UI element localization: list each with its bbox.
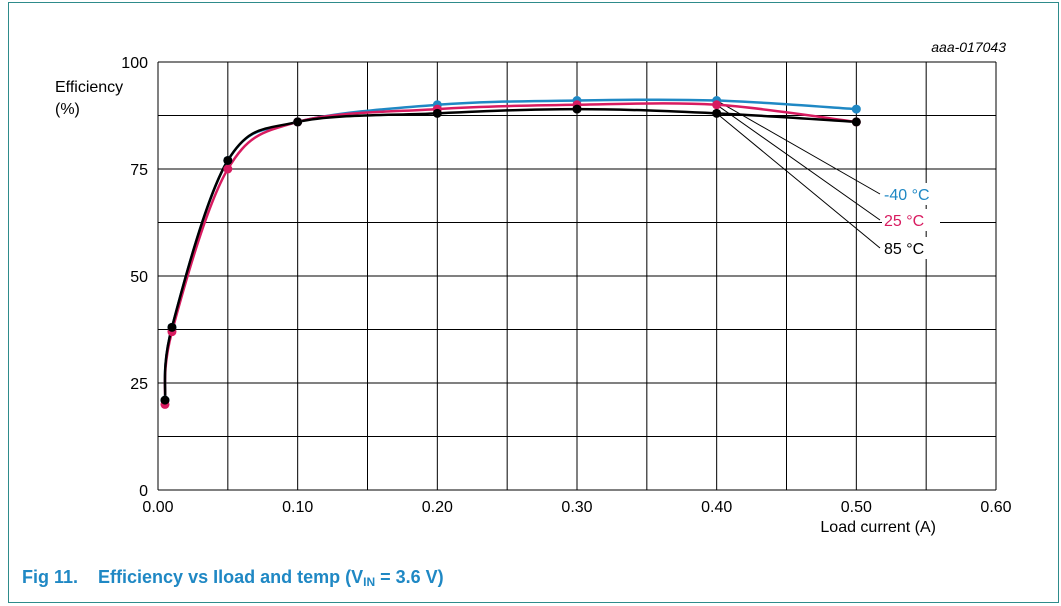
efficiency-chart: 0.00 0.10 0.20 0.30 0.40 0.50 0.60 0255075100 … [55,39,1012,536]
doc-id: aaa-017043 [931,39,1006,55]
x-tick-label: 0.00 [142,499,173,516]
y-axis-label-line1: Efficiency [55,79,123,96]
data-point-85-c [167,322,177,332]
y-tick-label: 0 [139,483,148,500]
x-tick-label: 0.20 [422,499,453,516]
series-points [160,96,861,409]
x-tick-labels: 0.00 0.10 0.20 0.30 0.40 0.50 0.60 [142,499,1011,516]
x-tick-label: 0.60 [980,499,1011,516]
y-tick-label: 25 [130,376,148,393]
x-tick-label: 0.50 [841,499,872,516]
data-point-85-c [223,155,233,165]
x-tick-label: 0.10 [282,499,313,516]
y-tick-label: 50 [130,269,148,286]
legend-label-background [882,183,940,205]
data-point-40-c [851,104,861,114]
legend-leader-lines [716,100,881,249]
data-point-25-c [712,100,722,110]
legend-label-85-c: 85 °C [884,241,924,258]
series-line-85-c [163,107,857,401]
series-line-25-c [163,102,857,405]
grid-lines [157,61,997,491]
leader-line-40-c [716,100,881,195]
legend-label-background [882,237,940,259]
figure-title-tail: = 3.6 V) [375,567,444,587]
x-axis-label: Load current (A) [820,519,936,536]
figure-title: Efficiency vs Iload and temp (V [98,567,364,587]
legend-label-40-c: -40 °C [884,187,930,204]
y-tick-labels: 0 25 50 75 100 [121,55,148,500]
legend-labels: -40 °C 25 °C 85 °C [882,183,940,259]
data-point-85-c [851,117,861,127]
data-point-85-c [293,117,303,127]
legend-label-background [882,209,940,231]
leader-line-25-c [716,104,881,221]
data-point-85-c [712,108,722,118]
figure-title-subscript: IN [363,575,376,589]
data-point-25-c [223,164,233,174]
y-tick-label: 100 [121,55,148,72]
x-tick-label: 0.30 [561,499,592,516]
series-line-40-c [163,98,857,401]
figure-label: Fig 11. [22,567,79,587]
y-tick-label: 75 [130,162,148,179]
y-axis-label-line2: (%) [55,101,80,118]
figure-caption: Fig 11. Efficiency vs Iload and temp (VIN… [22,567,444,589]
legend-label-25-c: 25 °C [884,213,924,230]
data-point-85-c [160,395,170,405]
x-tick-label: 0.40 [701,499,732,516]
data-point-85-c [572,104,582,114]
leader-line-85-c [716,112,881,249]
data-point-85-c [432,108,442,118]
series-lines [163,98,857,405]
